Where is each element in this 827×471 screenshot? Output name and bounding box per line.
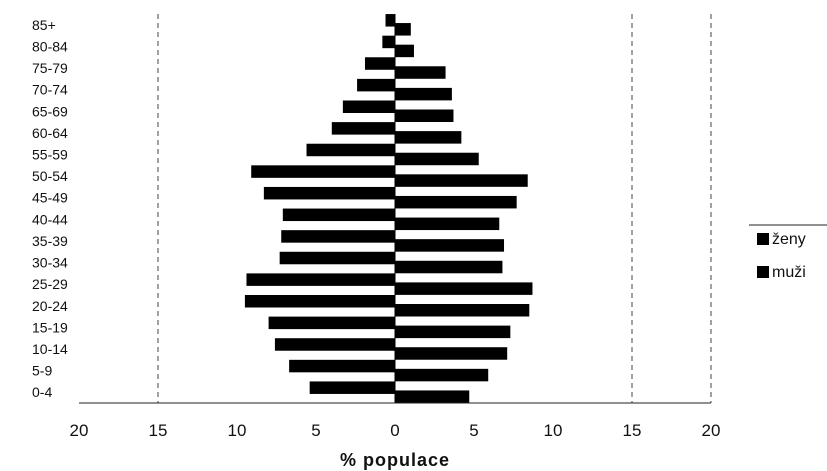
category-label: 5-9 [32,363,52,379]
x-tick-label: 5 [469,421,478,440]
bar-zeny [395,152,479,166]
x-tick-label: 5 [311,421,320,440]
category-label: 50-54 [32,168,68,184]
legend: ženy muži [749,224,827,281]
bar-zeny [395,304,530,317]
x-axis: 20 15 10 5 0 5 10 15 20 [70,402,721,440]
bar-zeny [395,23,411,36]
legend-label-muzi: muži [772,264,806,281]
category-label: 20-24 [32,298,68,314]
category-label: 65-69 [32,103,68,119]
bar-muzi [342,100,395,113]
bar-muzi [364,57,395,70]
bar-muzi [281,230,395,243]
bar-zeny [395,195,517,209]
bar-zeny [395,109,454,122]
legend-swatch-muzi [757,266,769,278]
gridlines [157,14,712,403]
x-axis-label: % populace [340,450,450,470]
bar-muzi [309,381,395,394]
x-tick-label: 15 [149,421,168,440]
category-label: 85+ [32,17,56,33]
bar-muzi [382,35,395,49]
category-label: 15-19 [32,319,68,335]
category-label: 45-49 [32,190,68,206]
category-label: 70-74 [32,82,68,98]
bar-zeny [395,44,414,58]
category-label: 35-39 [32,233,68,249]
bar-zeny [395,174,528,187]
category-label: 80-84 [32,38,68,54]
category-label: 30-34 [32,255,68,271]
x-tick-label: 10 [544,421,563,440]
bar-muzi [357,78,395,92]
legend-label-zeny: ženy [772,231,806,248]
bar-zeny [395,325,511,339]
bar-muzi [246,273,395,286]
legend-swatch-zeny [757,233,769,245]
bar-muzi [282,208,395,222]
bar-zeny [395,239,505,252]
bar-zeny [395,260,503,274]
bar-muzi [244,295,395,308]
bar-muzi [289,359,395,373]
bar-muzi [268,316,395,330]
x-tick-label: 20 [70,421,89,440]
category-label: 0-4 [32,384,52,400]
bar-zeny [395,217,500,231]
bar-zeny [395,66,446,79]
category-labels: 0-4 5-9 10-14 15-19 20-24 25-29 30-34 35-39 40-4… [32,17,68,400]
x-tick-label: 20 [702,421,721,440]
bar-muzi [385,14,395,27]
category-label: 40-44 [32,211,68,227]
bar-zeny [395,87,452,101]
bar-muzi [306,143,395,157]
bar-zeny [395,282,533,295]
x-tick-label: 0 [390,421,399,440]
x-tick-label: 10 [228,421,247,440]
category-label: 25-29 [32,276,68,292]
bar-zeny [395,131,462,144]
bars [244,14,533,403]
bar-muzi [263,186,395,200]
bar-zeny [395,390,470,403]
bar-zeny [395,347,508,360]
x-tick-label: 15 [623,421,642,440]
category-label: 55-59 [32,146,68,162]
bar-muzi [331,122,395,135]
category-label: 10-14 [32,341,68,357]
bar-muzi [274,338,395,351]
category-label: 60-64 [32,125,68,141]
category-label: 75-79 [32,60,68,76]
bar-muzi [279,251,395,265]
bar-muzi [251,165,395,178]
bar-zeny [395,368,489,382]
